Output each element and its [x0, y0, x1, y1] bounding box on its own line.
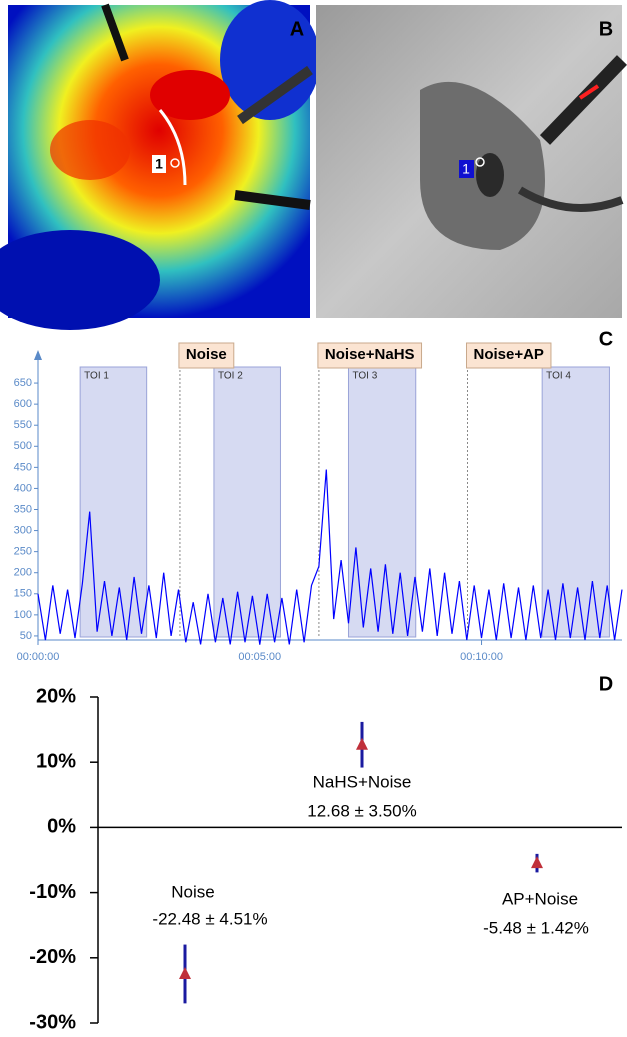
panel-label: B [599, 18, 613, 40]
y-tick-label: 20% [36, 685, 76, 707]
data-point [531, 856, 543, 869]
category-label: Noise [171, 882, 214, 901]
y-tick-label: 300 [14, 524, 32, 536]
value-label: -5.48 ± 1.42% [483, 918, 589, 937]
panel-label: C [599, 328, 613, 350]
category-label: AP+Noise [502, 889, 578, 908]
y-tick-label: -20% [29, 946, 76, 968]
roi-label: 1 [155, 156, 163, 172]
toi-label: TOI 2 [218, 371, 243, 382]
y-tick-label: 250 [14, 546, 32, 558]
panel-label: D [599, 673, 613, 695]
toi-label: TOI 4 [546, 371, 571, 382]
value-label: 12.68 ± 3.50% [307, 801, 417, 820]
value-label: -22.48 ± 4.51% [152, 909, 267, 928]
event-label: Noise [186, 346, 227, 363]
y-tick-label: 650 [14, 377, 32, 389]
event-label-box [178, 342, 235, 369]
panel-a-image [0, 0, 320, 330]
event-label-box [465, 342, 552, 369]
toi-label: TOI 1 [84, 371, 109, 382]
x-tick-label: 00:05:00 [238, 651, 281, 663]
panel-b-image [316, 5, 627, 318]
event-label-box [317, 342, 423, 369]
y-tick-label: 0% [47, 816, 76, 838]
signal-line [37, 469, 623, 645]
y-tick-label: -10% [29, 881, 76, 903]
x-tick-label: 00:00:00 [17, 651, 60, 663]
toi-region [213, 366, 281, 638]
toi-label: TOI 3 [352, 371, 377, 382]
y-tick-label: 100 [14, 609, 32, 621]
y-tick-label: 50 [20, 630, 32, 642]
y-tick-label: 450 [14, 461, 32, 473]
category-label: NaHS+Noise [313, 772, 412, 791]
data-point [179, 966, 191, 979]
roi-label: 1 [462, 161, 470, 177]
y-tick-label: 150 [14, 588, 32, 600]
y-tick-label: 10% [36, 750, 76, 772]
toi-region [541, 366, 610, 638]
y-tick-label: 400 [14, 482, 32, 494]
panel-label: A [290, 18, 304, 40]
event-label: Noise+NaHS [325, 346, 415, 363]
y-axis-arrow [34, 350, 42, 360]
y-tick-label: -30% [29, 1011, 76, 1033]
y-tick-label: 550 [14, 419, 32, 431]
x-tick-label: 00:10:00 [460, 651, 503, 663]
y-tick-label: 500 [14, 440, 32, 452]
y-tick-label: 600 [14, 398, 32, 410]
data-point [356, 737, 368, 750]
y-tick-label: 200 [14, 567, 32, 579]
event-label: Noise+AP [473, 346, 543, 363]
y-tick-label: 350 [14, 503, 32, 515]
